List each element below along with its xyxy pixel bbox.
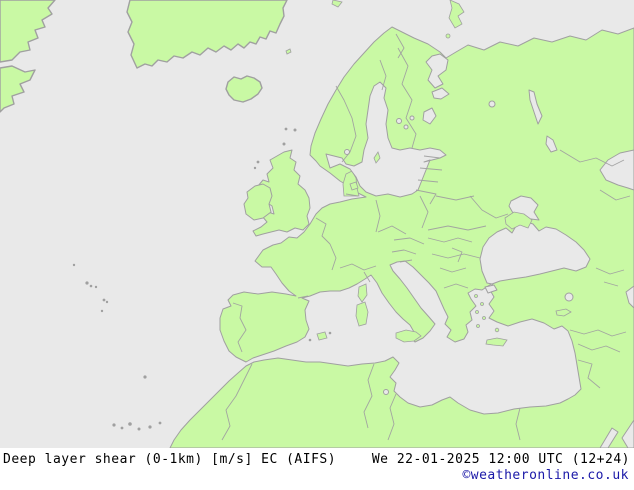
chart-title: Deep layer shear (0-1km) [m/s] EC (AIFS): [3, 452, 337, 467]
kama-reservoir: [545, 135, 558, 153]
azores-island: [105, 300, 109, 304]
inland-seas: [325, 53, 634, 448]
aegean-island: [474, 294, 478, 298]
caspian-sea-south: [625, 285, 634, 309]
country-borders: [221, 33, 631, 441]
ireland: [243, 183, 273, 221]
canary-island: [158, 421, 162, 425]
canary-island: [112, 423, 116, 427]
novaya-zemlya: [448, 0, 465, 29]
sea-of-marmara: [484, 284, 498, 294]
sicily: [395, 329, 422, 343]
black-sea: [479, 220, 591, 285]
chart-caption-row: Deep layer shear (0-1km) [m/s] EC (AIFS)…: [3, 452, 630, 467]
crete: [485, 337, 508, 347]
europe-weather-map: [0, 0, 634, 448]
zealand-island: [349, 181, 359, 191]
rhodes: [494, 327, 500, 333]
jan-mayen-island: [285, 48, 292, 55]
aegean-island: [480, 302, 484, 306]
canary-island: [128, 422, 132, 426]
rybinsk-reservoir: [488, 100, 496, 108]
lake-tuz: [564, 292, 574, 302]
mallorca: [316, 331, 328, 341]
crimea-peninsula: [504, 211, 533, 230]
cyprus: [555, 308, 572, 317]
chart-valid-time: We 22-01-2025 12:00 UTC (12+24): [371, 452, 630, 467]
volga-reservoirs: [528, 89, 543, 125]
azores-island: [94, 285, 98, 289]
orkney-island: [282, 142, 286, 146]
aegean-island: [475, 310, 479, 314]
labrador-landmass: [0, 65, 36, 113]
landmasses: [0, 0, 634, 448]
ibiza: [308, 338, 312, 342]
canary-island: [120, 426, 124, 430]
lake-onega: [431, 87, 450, 100]
azores-island: [89, 284, 93, 288]
madeira: [143, 375, 147, 379]
persian-gulf: [621, 419, 634, 448]
kolguyev-island: [445, 33, 451, 39]
menorca: [328, 331, 332, 335]
greenland-landmass: [126, 0, 288, 69]
finnish-lake: [409, 115, 415, 121]
red-sea: [599, 427, 619, 448]
canada-landmass: [0, 0, 56, 63]
hebrides-island: [256, 160, 260, 164]
islands: [72, 127, 572, 431]
canary-island: [148, 425, 152, 429]
finnish-lake: [396, 118, 402, 124]
sardinia: [355, 301, 369, 327]
eurasia-africa-landmass: [169, 26, 634, 448]
azores-island: [72, 263, 76, 267]
azores-island: [85, 281, 89, 285]
faroe-islands: [284, 127, 288, 131]
azores-island: [102, 298, 106, 302]
copyright-watermark: ©weatheronline.co.uk: [462, 468, 629, 483]
lakes: [344, 87, 574, 395]
aegean-island: [476, 324, 480, 328]
finnish-lake: [403, 124, 409, 130]
hebrides-island: [253, 166, 257, 170]
iceland-landmass: [225, 75, 263, 103]
gotland-island: [373, 151, 381, 164]
chott-salt-lake: [383, 389, 389, 395]
caspian-sea-north: [599, 149, 634, 191]
baltic-sea: [325, 81, 447, 198]
svalbard-fragment: [331, 0, 343, 8]
shetland-island: [293, 128, 297, 132]
aegean-island: [482, 316, 486, 320]
lake-ladoga: [422, 107, 437, 125]
corsica: [357, 283, 368, 303]
canary-island: [137, 427, 141, 431]
azores-island: [100, 309, 104, 313]
white-sea: [425, 53, 449, 89]
